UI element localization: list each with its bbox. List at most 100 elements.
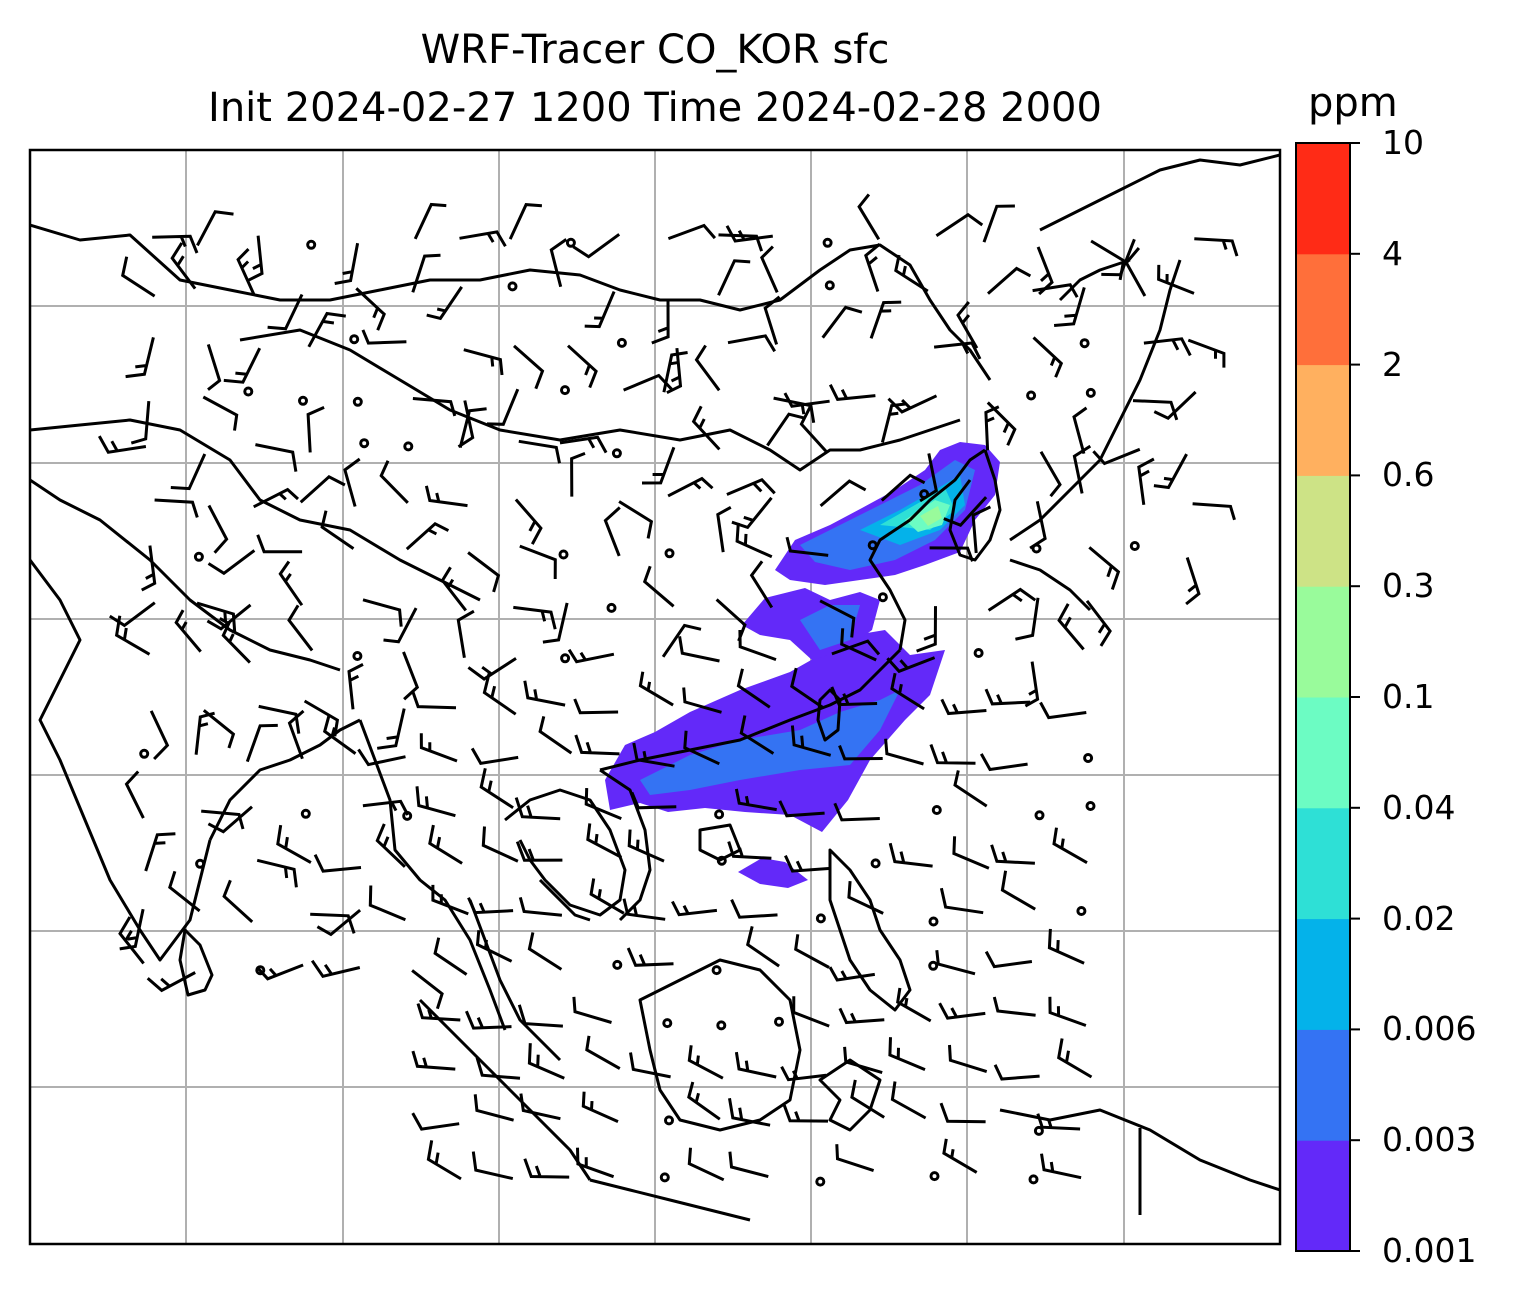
- wind-barb: [819, 599, 856, 638]
- calm-wind-marker: [1034, 810, 1045, 821]
- wind-barb: [245, 723, 278, 763]
- wind-barb: [405, 521, 450, 551]
- wind-barb: [355, 287, 386, 331]
- wind-barb: [379, 460, 409, 504]
- calm-wind-marker: [664, 1115, 674, 1126]
- wind-barb: [1101, 238, 1136, 277]
- wind-barb: [667, 476, 714, 498]
- wind-barb: [586, 823, 623, 859]
- calm-wind-marker: [255, 965, 266, 976]
- wind-barb: [651, 298, 670, 345]
- wind-barb: [362, 799, 410, 816]
- wind-barb: [589, 878, 625, 915]
- wind-barb: [207, 549, 256, 576]
- wind-barb: [1124, 247, 1147, 297]
- plume-mid-a: [640, 690, 900, 795]
- wind-barb: [584, 291, 616, 329]
- wind-barb: [982, 204, 1015, 243]
- calm-wind-marker: [193, 551, 204, 562]
- wind-barb: [933, 341, 982, 360]
- wind-barb: [838, 745, 883, 761]
- wind-barb: [118, 916, 145, 965]
- calm-wind-marker: [931, 805, 942, 815]
- wind-barb: [890, 1081, 927, 1120]
- wind-barb: [785, 536, 829, 557]
- wind-barb: [313, 854, 362, 873]
- wind-barb: [415, 786, 456, 818]
- wind-barb: [1036, 1113, 1081, 1131]
- coast-borneo: [638, 958, 802, 1132]
- wind-barb: [549, 238, 568, 288]
- wind-barb: [948, 1044, 988, 1074]
- wind-barb: [766, 412, 805, 447]
- wind-barb: [383, 607, 418, 644]
- calm-wind-marker: [507, 281, 518, 292]
- colorbar-band: [1296, 253, 1350, 366]
- wind-barb: [287, 604, 314, 652]
- wind-barb: [357, 748, 406, 767]
- gridlines: [30, 150, 1280, 1244]
- calm-wind-marker: [243, 386, 254, 397]
- wind-barb: [986, 401, 1017, 446]
- wind-barb: [307, 311, 347, 348]
- wind-barb: [971, 505, 992, 554]
- wind-barb: [519, 544, 557, 580]
- wind-barb: [584, 788, 622, 820]
- wind-barb: [542, 602, 569, 644]
- calm-wind-marker: [711, 965, 722, 976]
- calm-wind-marker: [1026, 390, 1037, 401]
- wind-barb: [1032, 336, 1064, 378]
- wind-barb: [694, 344, 721, 392]
- wind-barb: [426, 1140, 462, 1181]
- wind-barb: [347, 663, 364, 710]
- calm-wind-marker: [1085, 387, 1096, 398]
- wind-barb: [993, 1064, 1040, 1081]
- wind-barb: [471, 1151, 514, 1181]
- wind-barb: [518, 897, 563, 917]
- wind-barb: [538, 716, 573, 755]
- wind-barb: [830, 686, 878, 707]
- wind-barb: [1047, 928, 1085, 965]
- wind-barb: [426, 286, 463, 321]
- wind-barb: [411, 1050, 456, 1071]
- wind-barb: [629, 1052, 671, 1079]
- wind-barb: [481, 826, 519, 863]
- wind-barb: [916, 606, 937, 653]
- coast-vietnam: [599, 768, 652, 922]
- wind-barb: [255, 443, 298, 472]
- wind-barb: [479, 767, 514, 809]
- wind-barb: [953, 770, 988, 808]
- wind-barb: [256, 534, 303, 554]
- wind-barb: [728, 1097, 771, 1127]
- coast-east-china: [868, 518, 911, 651]
- wind-barb: [1192, 502, 1236, 521]
- wind-barb: [515, 841, 563, 862]
- calm-wind-marker: [1085, 801, 1096, 811]
- wind-barb: [458, 407, 487, 448]
- wind-barb: [121, 256, 156, 298]
- wind-barb: [465, 1010, 512, 1030]
- wind-barb: [943, 496, 988, 527]
- wind-barb: [896, 987, 932, 1023]
- wind-barb: [857, 193, 881, 241]
- wind-barb: [1085, 599, 1112, 647]
- wind-barb: [207, 805, 253, 834]
- wind-barb: [725, 225, 773, 243]
- wind-barb: [256, 858, 298, 888]
- wind-barb: [424, 485, 468, 508]
- wind-barb: [566, 344, 598, 389]
- wind-barb: [375, 823, 406, 868]
- wind-barb: [416, 1003, 461, 1022]
- wind-barb: [990, 844, 1035, 865]
- calm-wind-marker: [565, 237, 576, 248]
- wind-barb: [174, 609, 202, 653]
- wind-barb: [821, 305, 863, 339]
- wind-barb: [987, 587, 1037, 612]
- coast-china-inner: [239, 328, 961, 472]
- wind-barb: [276, 824, 312, 864]
- coast-himalaya: [30, 478, 341, 672]
- coast-sri-lanka: [178, 928, 214, 997]
- colorbar-tick-label: 0.6: [1382, 455, 1435, 495]
- wind-barb: [939, 1102, 986, 1124]
- wind-barb: [682, 687, 722, 714]
